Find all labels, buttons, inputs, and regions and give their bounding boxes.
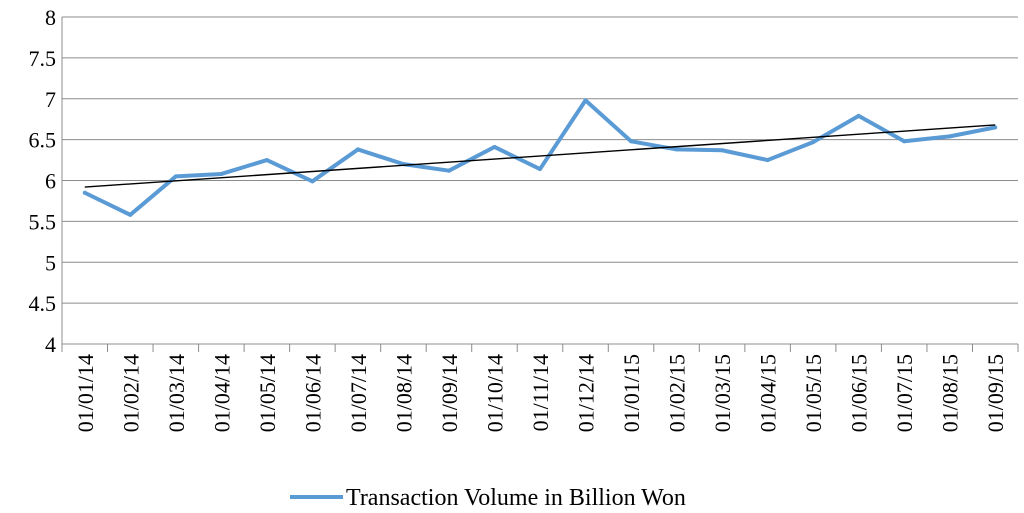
- data-point: [538, 167, 542, 172]
- y-tick-label: 7.5: [29, 46, 57, 71]
- y-tick-label: 4: [45, 332, 56, 357]
- data-point: [902, 139, 907, 144]
- x-tick-label: 01/06/14: [300, 354, 325, 432]
- data-point: [219, 171, 224, 176]
- data-point: [856, 113, 861, 118]
- x-tick-label: 01/11/14: [528, 354, 553, 431]
- x-tick-label: 01/04/14: [209, 354, 234, 432]
- x-axis-tick-labels: 01/01/14 01/02/14 01/03/14 01/04/14 01/05/14…: [73, 354, 1008, 432]
- data-point: [947, 134, 952, 139]
- x-tick-label: 01/02/14: [118, 354, 143, 432]
- y-tick-label: 6.5: [29, 128, 57, 153]
- series-group: [82, 98, 998, 217]
- x-tick-label: 01/12/14: [574, 354, 599, 432]
- data-point: [492, 144, 497, 149]
- y-tick-label: 5.5: [29, 209, 57, 234]
- data-point: [82, 190, 87, 195]
- x-tick-label: 01/09/15: [983, 354, 1008, 432]
- x-tick-label: 01/03/15: [710, 354, 735, 432]
- data-point: [583, 98, 588, 103]
- data-point: [446, 168, 451, 173]
- legend-label: Transaction Volume in Billion Won: [346, 485, 686, 511]
- trendline-group: [84, 124, 996, 188]
- y-tick-label: 6: [45, 169, 56, 194]
- y-tick-label: 4.5: [29, 291, 57, 316]
- data-point: [173, 174, 178, 179]
- data-point: [264, 158, 269, 163]
- y-tick-label: 8: [45, 5, 56, 30]
- y-axis-tick-labels: 4 4.5 5 5.5 6 6.5 7 7.5 8: [29, 5, 57, 357]
- x-tick-label: 01/10/14: [482, 354, 507, 432]
- data-point: [993, 125, 998, 130]
- data-point: [765, 158, 770, 163]
- x-tick-label: 01/03/14: [164, 354, 189, 432]
- data-point: [310, 179, 315, 184]
- x-tick-label: 01/07/15: [892, 354, 917, 432]
- data-point: [720, 148, 725, 153]
- legend: Transaction Volume in Billion Won: [290, 485, 686, 511]
- x-tick-label: 01/01/14: [73, 354, 98, 432]
- x-tick-label: 01/05/14: [255, 354, 280, 432]
- y-tick-label: 7: [45, 87, 56, 112]
- x-tick-label: 01/09/14: [437, 354, 462, 432]
- data-point: [355, 147, 360, 152]
- data-point: [629, 139, 634, 144]
- x-tick-label: 01/04/15: [756, 354, 781, 432]
- x-tick-label: 01/01/15: [619, 354, 644, 432]
- x-tick-label: 01/05/15: [801, 354, 826, 432]
- data-point: [674, 147, 679, 152]
- x-tick-label: 01/08/14: [391, 354, 416, 432]
- trendline: [84, 124, 996, 188]
- data-point: [811, 140, 816, 145]
- x-tick-label: 01/06/15: [847, 354, 872, 432]
- x-axis: [61, 343, 1019, 352]
- grid-lines: [61, 16, 1018, 344]
- x-tick-label: 01/07/14: [346, 354, 371, 432]
- x-tick-label: 01/08/15: [938, 354, 963, 432]
- x-tick-label: 01/02/15: [665, 354, 690, 432]
- data-point: [128, 212, 133, 217]
- y-tick-label: 5: [45, 250, 56, 275]
